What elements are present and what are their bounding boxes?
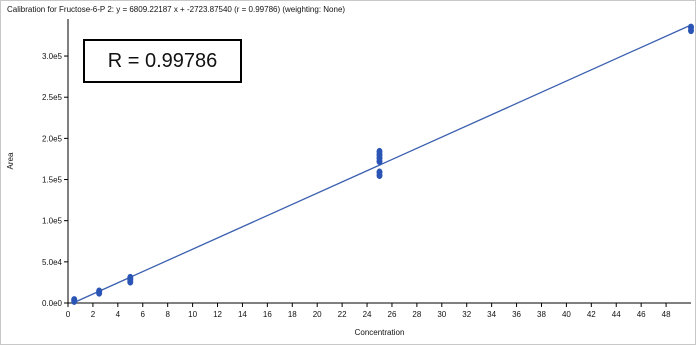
x-tick-label: 36 — [512, 310, 521, 319]
y-axis-label: Area — [6, 152, 15, 169]
x-tick-label: 32 — [462, 310, 471, 319]
y-tick-label: 0.0e0 — [42, 299, 63, 308]
x-tick-label: 10 — [188, 310, 197, 319]
x-tick-label: 18 — [288, 310, 297, 319]
x-tick-label: 12 — [213, 310, 222, 319]
x-tick-label: 26 — [388, 310, 397, 319]
data-point — [71, 296, 78, 304]
y-tick-label: 5.0e4 — [42, 258, 63, 267]
data-point — [376, 147, 383, 156]
data-point — [376, 168, 383, 176]
y-tick-label: 2.0e5 — [42, 134, 63, 143]
r-value-annotation: R = 0.99786 — [83, 39, 242, 83]
x-tick-label: 8 — [165, 310, 170, 319]
fit-line — [72, 24, 692, 304]
x-tick-label: 48 — [662, 310, 671, 319]
x-tick-label: 28 — [412, 310, 421, 319]
data-point — [688, 23, 694, 31]
y-tick-label: 2.5e5 — [42, 93, 63, 102]
x-axis-label: Concentration — [355, 328, 405, 337]
x-tick-label: 38 — [537, 310, 546, 319]
x-tick-label: 16 — [263, 310, 272, 319]
x-tick-label: 30 — [437, 310, 446, 319]
x-tick-label: 6 — [141, 310, 146, 319]
y-tick-label: 3.0e5 — [42, 52, 63, 61]
x-tick-label: 20 — [313, 310, 322, 319]
x-tick-label: 40 — [562, 310, 571, 319]
x-tick-label: 14 — [238, 310, 247, 319]
x-tick-label: 0 — [66, 310, 71, 319]
x-tick-label: 4 — [116, 310, 121, 319]
data-point — [127, 273, 134, 282]
x-tick-label: 42 — [587, 310, 596, 319]
data-point — [96, 287, 103, 295]
x-tick-label: 34 — [487, 310, 496, 319]
chart-title: Calibration for Fructose-6-P 2: y = 6809… — [7, 5, 346, 14]
y-tick-label: 1.5e5 — [42, 176, 63, 185]
x-tick-label: 2 — [91, 310, 96, 319]
y-tick-label: 1.0e5 — [42, 217, 63, 226]
x-tick-label: 44 — [612, 310, 621, 319]
x-tick-label: 22 — [338, 310, 347, 319]
x-tick-label: 24 — [363, 310, 372, 319]
x-tick-label: 46 — [637, 310, 646, 319]
